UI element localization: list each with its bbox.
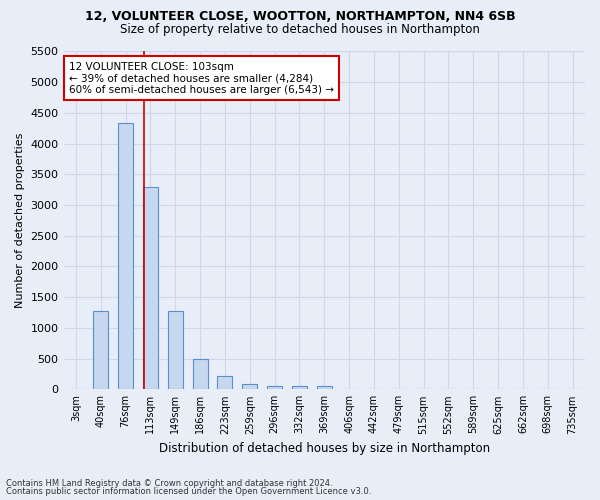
Bar xyxy=(267,386,282,390)
Bar xyxy=(143,186,158,390)
Text: Contains public sector information licensed under the Open Government Licence v3: Contains public sector information licen… xyxy=(6,487,371,496)
Bar xyxy=(317,386,332,390)
Bar xyxy=(118,124,133,390)
Bar xyxy=(168,310,183,390)
Bar xyxy=(193,359,208,390)
Bar xyxy=(94,312,108,390)
Text: 12 VOLUNTEER CLOSE: 103sqm
← 39% of detached houses are smaller (4,284)
60% of s: 12 VOLUNTEER CLOSE: 103sqm ← 39% of deta… xyxy=(69,62,334,95)
Text: 12, VOLUNTEER CLOSE, WOOTTON, NORTHAMPTON, NN4 6SB: 12, VOLUNTEER CLOSE, WOOTTON, NORTHAMPTO… xyxy=(85,10,515,23)
X-axis label: Distribution of detached houses by size in Northampton: Distribution of detached houses by size … xyxy=(159,442,490,455)
Text: Size of property relative to detached houses in Northampton: Size of property relative to detached ho… xyxy=(120,22,480,36)
Y-axis label: Number of detached properties: Number of detached properties xyxy=(15,132,25,308)
Bar xyxy=(217,376,232,390)
Bar xyxy=(292,386,307,390)
Text: Contains HM Land Registry data © Crown copyright and database right 2024.: Contains HM Land Registry data © Crown c… xyxy=(6,478,332,488)
Bar xyxy=(242,384,257,390)
